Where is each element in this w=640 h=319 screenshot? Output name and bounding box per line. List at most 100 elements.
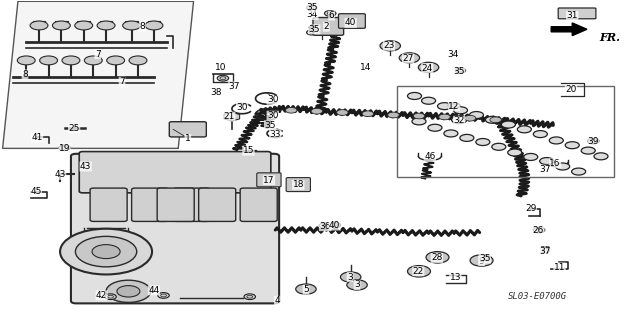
Circle shape: [84, 56, 102, 65]
Circle shape: [106, 280, 151, 302]
Text: 40: 40: [329, 221, 340, 230]
Circle shape: [572, 168, 586, 175]
Circle shape: [52, 21, 70, 30]
Circle shape: [158, 293, 170, 298]
Circle shape: [129, 56, 147, 65]
Circle shape: [490, 117, 501, 123]
FancyBboxPatch shape: [90, 188, 127, 221]
Text: SL03-E0700G: SL03-E0700G: [508, 292, 568, 301]
Circle shape: [540, 158, 554, 165]
FancyBboxPatch shape: [132, 188, 169, 221]
Text: 35: 35: [454, 67, 465, 76]
Text: 21: 21: [223, 112, 235, 121]
Circle shape: [565, 142, 579, 149]
FancyBboxPatch shape: [286, 178, 310, 192]
Text: 39: 39: [588, 137, 599, 145]
Circle shape: [59, 145, 70, 151]
Circle shape: [244, 294, 255, 300]
Text: 11: 11: [554, 263, 565, 272]
Circle shape: [107, 56, 125, 65]
Circle shape: [380, 41, 401, 51]
Circle shape: [524, 153, 538, 160]
Text: 26: 26: [532, 226, 544, 235]
Circle shape: [399, 53, 420, 63]
Text: 35: 35: [308, 25, 320, 34]
Circle shape: [444, 130, 458, 137]
FancyBboxPatch shape: [339, 14, 365, 28]
Text: 41: 41: [31, 133, 43, 142]
FancyBboxPatch shape: [240, 188, 277, 221]
Text: 44: 44: [148, 286, 159, 295]
Text: 46: 46: [424, 152, 436, 161]
Text: 4: 4: [275, 296, 280, 305]
Text: 34: 34: [307, 11, 318, 19]
Polygon shape: [3, 1, 193, 148]
Circle shape: [439, 114, 451, 120]
Polygon shape: [224, 112, 239, 121]
Text: 40: 40: [345, 19, 356, 27]
FancyBboxPatch shape: [170, 122, 206, 137]
Circle shape: [296, 284, 316, 294]
Circle shape: [412, 118, 426, 125]
Text: 7: 7: [119, 77, 125, 86]
Text: 35: 35: [306, 3, 317, 12]
Circle shape: [75, 21, 93, 30]
Text: 8: 8: [140, 22, 145, 31]
Circle shape: [470, 255, 493, 266]
Circle shape: [454, 107, 467, 114]
Circle shape: [17, 56, 35, 65]
Circle shape: [105, 294, 116, 300]
Circle shape: [426, 252, 449, 263]
Text: 28: 28: [431, 254, 442, 263]
Text: 37: 37: [228, 82, 240, 91]
Text: 24: 24: [422, 63, 433, 72]
Text: 20: 20: [565, 85, 577, 94]
Circle shape: [117, 286, 140, 297]
Text: 33: 33: [269, 130, 281, 138]
Text: 37: 37: [539, 247, 550, 256]
Text: 6: 6: [328, 11, 334, 20]
Circle shape: [460, 134, 474, 141]
Circle shape: [517, 126, 531, 133]
Text: 2: 2: [324, 22, 329, 31]
Circle shape: [540, 247, 550, 252]
Circle shape: [485, 116, 499, 123]
Text: 38: 38: [210, 88, 221, 97]
Circle shape: [324, 11, 336, 16]
Text: 30: 30: [267, 95, 278, 104]
Text: 3: 3: [347, 272, 353, 281]
Text: 3: 3: [354, 280, 360, 289]
Text: 37: 37: [539, 165, 550, 174]
Circle shape: [62, 56, 80, 65]
Circle shape: [419, 62, 439, 72]
Circle shape: [492, 143, 506, 150]
Circle shape: [428, 124, 442, 131]
Circle shape: [319, 223, 331, 228]
Text: 27: 27: [403, 54, 414, 63]
Text: 30: 30: [267, 111, 278, 120]
Circle shape: [60, 229, 152, 274]
Circle shape: [594, 153, 608, 160]
Text: 42: 42: [96, 291, 108, 300]
FancyBboxPatch shape: [157, 188, 194, 221]
Circle shape: [588, 138, 599, 144]
Circle shape: [97, 21, 115, 30]
Circle shape: [340, 272, 361, 282]
Circle shape: [310, 26, 320, 31]
Circle shape: [449, 103, 460, 108]
Circle shape: [508, 149, 522, 156]
FancyBboxPatch shape: [257, 173, 281, 187]
Text: 7: 7: [95, 49, 100, 59]
Circle shape: [581, 147, 595, 154]
Circle shape: [307, 30, 317, 35]
Text: 32: 32: [454, 116, 465, 125]
Circle shape: [481, 256, 491, 261]
Text: 12: 12: [449, 102, 460, 111]
Text: 31: 31: [566, 11, 578, 20]
Circle shape: [92, 245, 120, 259]
Text: 34: 34: [447, 49, 458, 59]
Circle shape: [145, 21, 163, 30]
FancyBboxPatch shape: [558, 8, 596, 19]
Circle shape: [556, 163, 570, 170]
Circle shape: [533, 227, 545, 233]
